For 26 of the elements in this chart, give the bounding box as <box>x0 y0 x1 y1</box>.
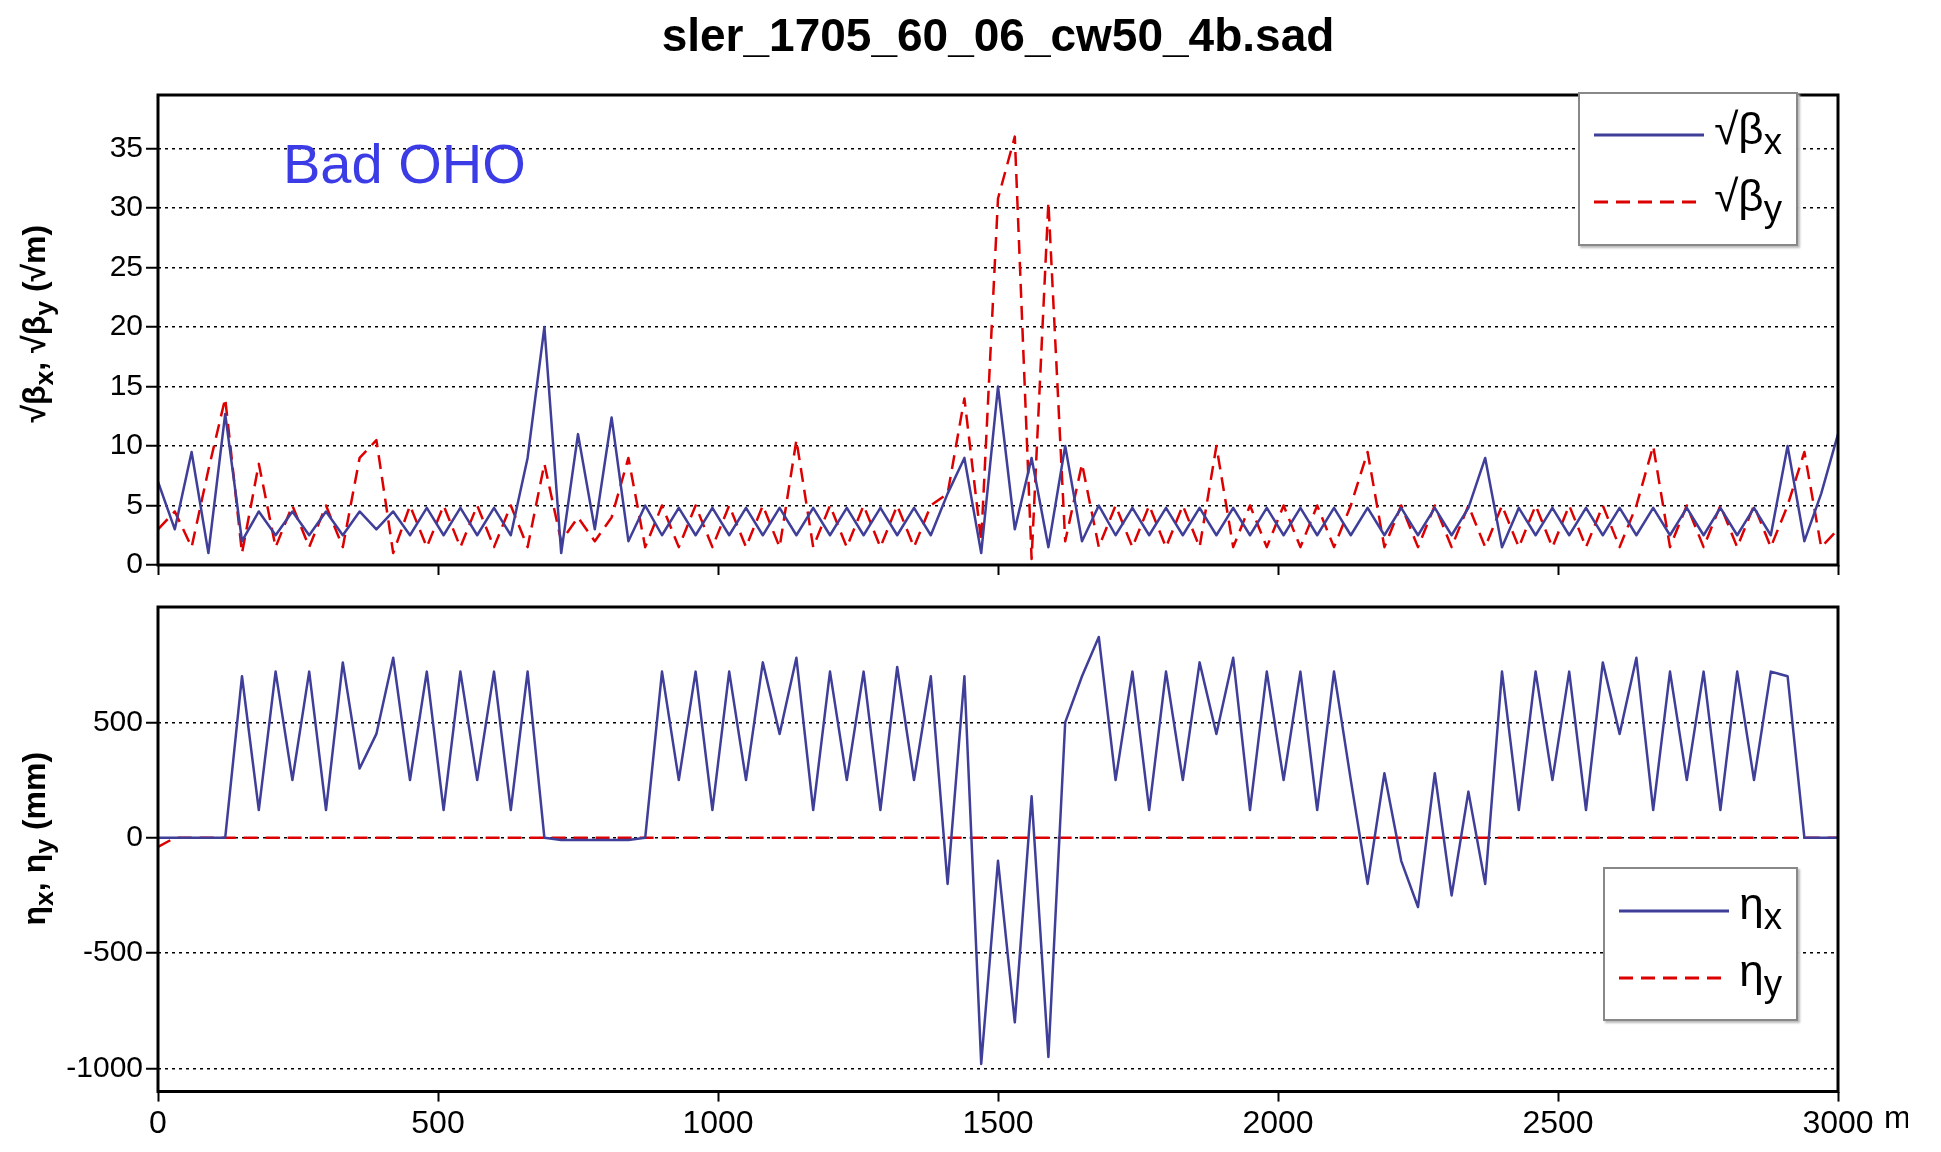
y-tick-label: -500 <box>82 934 143 968</box>
x-tick-label: 3000 <box>1802 1103 1874 1140</box>
y-tick-label: 30 <box>109 189 143 223</box>
y-tick-label: 35 <box>109 129 143 163</box>
y-tick-label: -1000 <box>66 1049 143 1083</box>
y-tick-label: 5 <box>126 486 143 520</box>
legend-label: η$_{y}$ <box>1739 945 1782 1006</box>
x-tick-label: 500 <box>411 1103 465 1140</box>
x-tick-label: 1500 <box>962 1103 1034 1140</box>
y-tick-label: 0 <box>126 819 143 853</box>
y-tick-label: 20 <box>109 308 143 342</box>
x-axis-title: m <box>1884 1099 1911 1136</box>
chart-title: sler_1705_60_06_cw50_4b.sad <box>660 8 1336 63</box>
x-tick-label: 2500 <box>1522 1103 1594 1140</box>
legend-label: √β$_{x}$ <box>1714 103 1782 164</box>
y-tick-label: 500 <box>92 703 143 737</box>
y-tick-label: 15 <box>109 367 143 401</box>
y-tick-label: 0 <box>126 546 143 580</box>
x-tick-label: 2000 <box>1242 1103 1314 1140</box>
legend-label: √β$_{y}$ <box>1714 169 1782 231</box>
x-tick-label: 0 <box>149 1103 167 1140</box>
y-tick-label: 25 <box>109 248 143 282</box>
legend-label: η$_{x}$ <box>1739 878 1782 940</box>
x-tick-label: 1000 <box>682 1103 754 1140</box>
annotation: Bad OHO <box>283 132 526 196</box>
y-tick-label: 10 <box>109 427 143 461</box>
